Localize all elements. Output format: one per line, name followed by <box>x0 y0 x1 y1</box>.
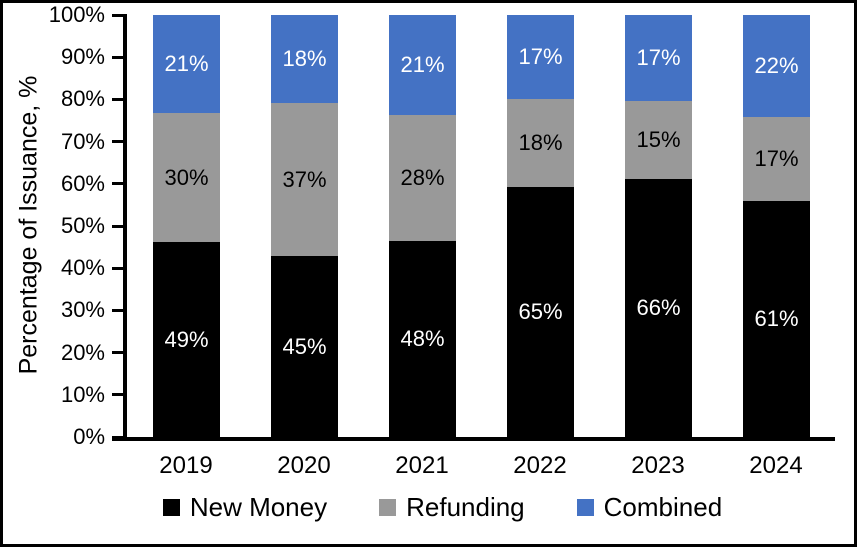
bar-segment: 30% <box>153 113 220 243</box>
x-axis-label: 2020 <box>277 452 331 479</box>
y-tick-label: 40% <box>60 255 105 280</box>
bar-segment: 17% <box>743 116 810 202</box>
bar-segment-label: 22% <box>754 52 799 78</box>
y-tick-label: 50% <box>60 213 105 238</box>
legend-swatch <box>379 499 397 516</box>
bar-segment-label: 17% <box>636 44 681 70</box>
y-tick-mark <box>112 309 127 312</box>
bar-segment: 65% <box>507 187 574 437</box>
x-axis-label: 2021 <box>395 452 449 479</box>
x-axis-label: 2019 <box>159 452 213 479</box>
y-tick-label: 80% <box>60 86 105 111</box>
bar-segment: 18% <box>271 15 338 103</box>
y-tick-mark <box>112 98 127 101</box>
bar-segment-label: 66% <box>636 295 681 321</box>
y-axis-line <box>123 15 127 441</box>
x-axis-label: 2022 <box>513 452 567 479</box>
bar-segment-label: 21% <box>164 51 209 77</box>
stacked-bar: 48% 28% 21% <box>389 15 456 437</box>
bar-segment: 21% <box>153 15 220 114</box>
bar-segment: 61% <box>743 201 810 437</box>
bar-segment: 18% <box>507 99 574 188</box>
bar-segment: 28% <box>389 115 456 241</box>
x-axis-line <box>112 437 835 441</box>
y-tick-mark <box>112 56 127 59</box>
bar-segment-label: 61% <box>754 306 799 332</box>
legend-item: Refunding <box>379 492 525 523</box>
bar-segment-label: 18% <box>518 130 563 156</box>
legend-swatch <box>576 499 594 516</box>
y-tick-mark <box>112 14 127 17</box>
y-tick-label: 90% <box>60 44 105 69</box>
y-tick-label: 20% <box>60 340 105 365</box>
x-axis-label: 2023 <box>631 452 685 479</box>
y-tick-mark <box>112 436 127 439</box>
bar-segment: 66% <box>625 179 692 437</box>
legend-label: Refunding <box>406 492 525 522</box>
bar-segment-label: 37% <box>282 166 327 192</box>
y-tick-mark <box>112 393 127 396</box>
bar-segment-label: 15% <box>636 127 681 152</box>
y-tick-label: 0% <box>73 424 105 449</box>
bar-segment-label: 30% <box>164 164 209 190</box>
stacked-bar: 66% 15% 17% <box>625 15 692 437</box>
legend-item: Combined <box>576 492 723 523</box>
y-tick-mark <box>112 351 127 354</box>
bar-segment: 21% <box>389 15 456 116</box>
stacked-bar: 49% 30% 21% <box>153 15 220 437</box>
legend-label: Combined <box>603 492 723 522</box>
bar-segment-label: 21% <box>400 52 445 78</box>
y-tick-label: 10% <box>60 382 105 407</box>
legend-item: New Money <box>162 492 328 523</box>
legend-swatch <box>162 499 180 516</box>
bar-segment: 22% <box>743 14 810 117</box>
bar-segment-label: 48% <box>400 325 445 351</box>
y-tick-mark <box>112 267 127 270</box>
bar-segment: 49% <box>153 242 220 437</box>
bar-segment-label: 65% <box>518 299 563 325</box>
bar-segment-label: 28% <box>400 165 445 191</box>
y-tick-label: 60% <box>60 171 105 196</box>
bar-segment: 37% <box>271 102 338 257</box>
stacked-bar: 45% 37% 18% <box>271 15 338 437</box>
y-tick-mark <box>112 225 127 228</box>
y-tick-mark <box>112 182 127 185</box>
bar-segment: 45% <box>271 256 338 437</box>
bar-segment-label: 45% <box>282 333 327 359</box>
bar-segment-label: 18% <box>282 45 327 71</box>
stacked-bar: 65% 18% 17% <box>507 15 574 437</box>
bar-segment: 17% <box>625 15 692 101</box>
stacked-bar: 61% 17% 22% <box>743 14 810 437</box>
bar-segment-label: 17% <box>518 44 563 70</box>
bar-segment: 17% <box>507 15 574 100</box>
bar-segment-label: 49% <box>164 326 209 352</box>
bar-segment-label: 17% <box>754 145 799 171</box>
bar-segment: 15% <box>625 100 692 180</box>
legend-label: New Money <box>189 492 328 522</box>
y-tick-label: 30% <box>60 297 105 322</box>
x-axis-label: 2024 <box>749 452 803 479</box>
y-tick-mark <box>112 140 127 143</box>
bar-segment: 48% <box>389 240 456 437</box>
y-tick-label: 100% <box>48 2 105 27</box>
y-tick-label: 70% <box>60 129 105 154</box>
legend: New Money Refunding Combined <box>17 492 854 523</box>
